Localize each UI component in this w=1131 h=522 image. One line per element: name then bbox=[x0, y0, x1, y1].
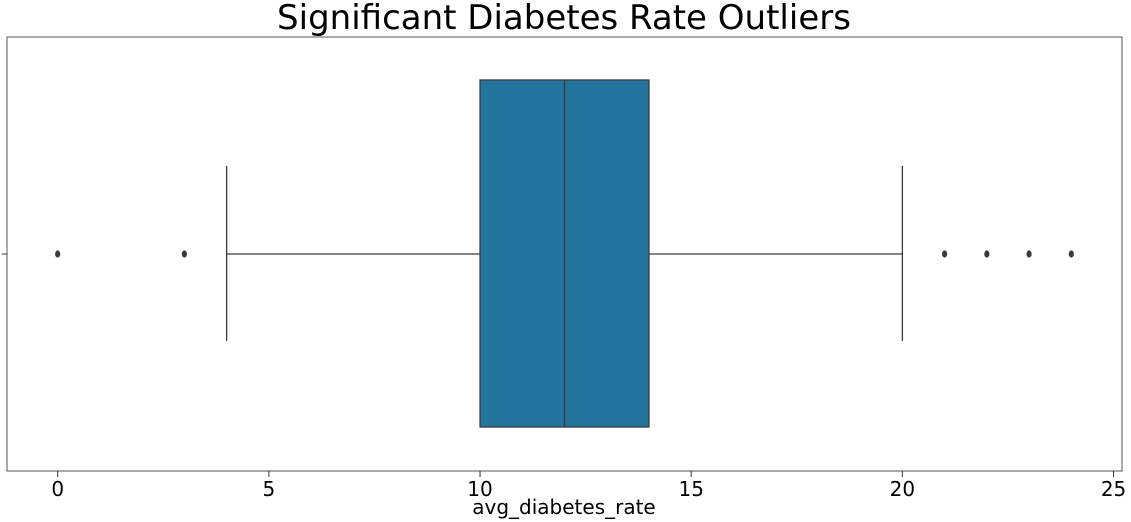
x-axis-label: avg_diabetes_rate bbox=[472, 495, 656, 519]
x-tick-label: 15 bbox=[678, 477, 703, 501]
outlier-point bbox=[984, 250, 990, 258]
x-tick-label: 20 bbox=[890, 477, 915, 501]
outlier-point bbox=[1068, 250, 1074, 258]
outlier-point bbox=[942, 250, 948, 258]
x-tick-label: 5 bbox=[262, 477, 275, 501]
x-tick-label: 0 bbox=[51, 477, 64, 501]
outlier-point bbox=[181, 250, 187, 258]
x-axis-ticks: 0 5 10 15 20 25 bbox=[51, 471, 1126, 501]
outlier-point bbox=[1026, 250, 1032, 258]
box-plot-marks bbox=[55, 79, 1074, 428]
outlier-point bbox=[55, 250, 61, 258]
chart-title: Significant Diabetes Rate Outliers bbox=[277, 0, 851, 38]
x-tick-label: 25 bbox=[1101, 477, 1126, 501]
x-tick-label: 10 bbox=[467, 477, 492, 501]
